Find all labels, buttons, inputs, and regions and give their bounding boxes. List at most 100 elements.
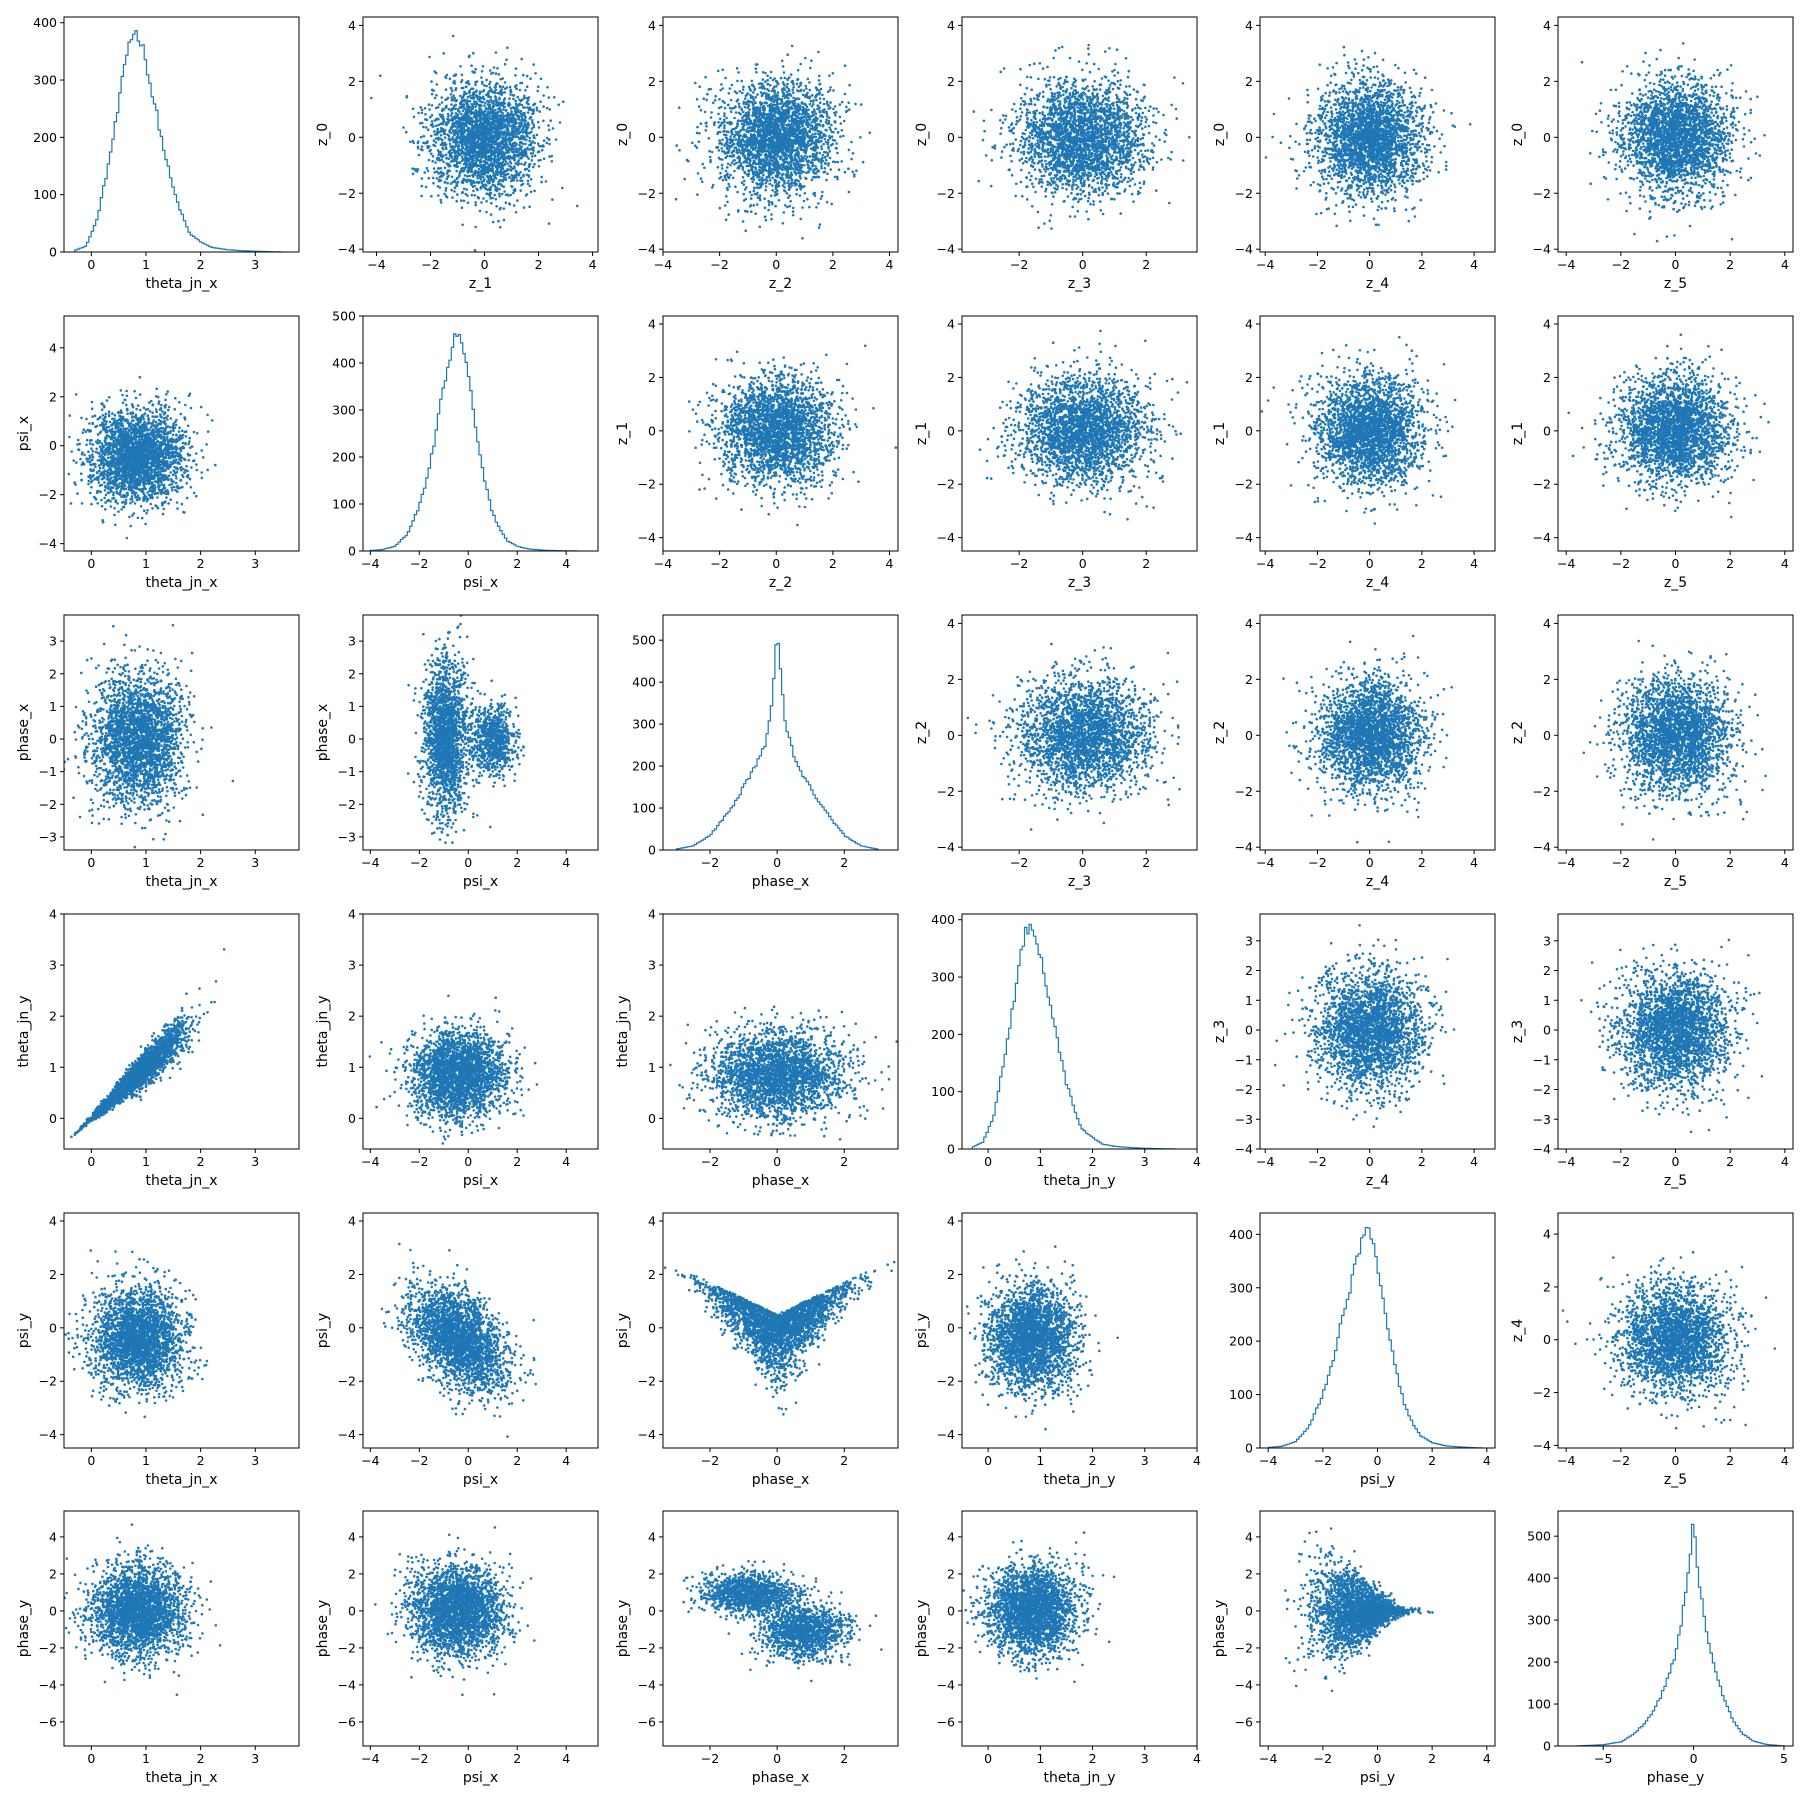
scatter-point <box>526 148 529 151</box>
scatter-point <box>774 205 777 208</box>
scatter-point <box>509 86 512 89</box>
scatter-point <box>723 144 726 147</box>
scatter-point <box>450 152 453 155</box>
scatter-point <box>808 129 811 132</box>
scatter-point <box>424 142 427 145</box>
scatter-point <box>848 149 851 152</box>
scatter-point <box>482 96 485 99</box>
scatter-point <box>461 74 464 77</box>
scatter-point <box>493 194 496 197</box>
scatter-point <box>723 127 726 130</box>
scatter-point <box>792 162 795 165</box>
scatter-point <box>444 136 447 139</box>
scatter-point <box>513 94 516 97</box>
scatter-point <box>508 151 511 154</box>
scatter-point <box>785 148 788 151</box>
scatter-point <box>526 135 529 138</box>
scatter-point <box>815 136 818 139</box>
scatter-point <box>465 164 468 167</box>
scatter-point <box>516 96 519 99</box>
scatter-point <box>461 156 464 159</box>
scatter-point <box>513 107 516 110</box>
scatter-point <box>766 158 769 161</box>
scatter-point <box>767 97 770 100</box>
scatter-point <box>454 187 457 190</box>
scatter-point <box>417 146 420 149</box>
scatter-point <box>474 249 477 252</box>
scatter-point <box>749 126 752 129</box>
scatter-point <box>528 140 531 143</box>
scatter-point <box>791 116 794 119</box>
scatter-point <box>540 181 543 184</box>
scatter-point <box>437 194 440 197</box>
scatter-point <box>759 226 762 229</box>
scatter-point <box>483 104 486 107</box>
scatter-point <box>471 107 474 110</box>
scatter-point <box>774 98 777 101</box>
scatter-point <box>763 179 766 182</box>
scatter-point <box>450 87 453 90</box>
scatter-point <box>467 158 470 161</box>
scatter-point <box>742 220 745 223</box>
scatter-point <box>484 187 487 190</box>
scatter-point <box>534 154 537 157</box>
scatter-point <box>450 189 453 192</box>
scatter-point <box>740 80 743 83</box>
scatter-point <box>499 226 502 229</box>
scatter-point <box>840 122 843 125</box>
scatter-point <box>469 100 472 103</box>
scatter-point <box>505 194 508 197</box>
scatter-point <box>761 82 764 85</box>
scatter-point <box>741 119 744 122</box>
scatter-point <box>742 139 745 142</box>
scatter-point <box>806 156 809 159</box>
scatter-point <box>783 152 786 155</box>
scatter-point <box>516 179 519 182</box>
scatter-point <box>764 72 767 75</box>
scatter-point <box>450 93 453 96</box>
scatter-point <box>726 122 729 125</box>
scatter-point <box>515 67 518 70</box>
scatter-point <box>436 128 439 131</box>
scatter-point <box>824 138 827 141</box>
scatter-point <box>748 137 751 140</box>
scatter-point <box>768 164 771 167</box>
scatter-point <box>834 161 837 164</box>
scatter-point <box>446 178 449 181</box>
scatter-point <box>533 136 536 139</box>
scatter-point <box>489 164 492 167</box>
x-tick-label: −2 <box>421 257 439 272</box>
scatter-point <box>473 142 476 145</box>
scatter-point <box>530 144 533 147</box>
scatter-point <box>757 111 760 114</box>
scatter-point <box>492 102 495 105</box>
scatter-point <box>787 88 790 91</box>
scatter-point <box>788 76 791 79</box>
scatter-point <box>484 146 487 149</box>
scatter-point <box>477 147 480 150</box>
scatter-point <box>481 131 484 134</box>
scatter-point <box>409 141 412 144</box>
scatter-point <box>476 159 479 162</box>
scatter-point <box>776 171 779 174</box>
scatter-point <box>507 146 510 149</box>
scatter-point <box>508 97 511 100</box>
scatter-point <box>820 197 823 200</box>
scatter-point <box>461 118 464 121</box>
scatter-point <box>509 203 512 206</box>
scatter-point <box>742 168 745 171</box>
scatter-point <box>783 211 786 214</box>
scatter-point <box>479 159 482 162</box>
scatter-point <box>754 212 757 215</box>
scatter-point <box>745 165 748 168</box>
scatter-point <box>836 178 839 181</box>
scatter-point <box>731 141 734 144</box>
scatter-point <box>459 102 462 105</box>
scatter-point <box>489 139 492 142</box>
scatter-point <box>451 90 454 93</box>
scatter-point <box>792 100 795 103</box>
scatter-point <box>453 97 456 100</box>
scatter-point <box>515 171 518 174</box>
scatter-point <box>551 160 554 163</box>
scatter-point <box>794 149 797 152</box>
